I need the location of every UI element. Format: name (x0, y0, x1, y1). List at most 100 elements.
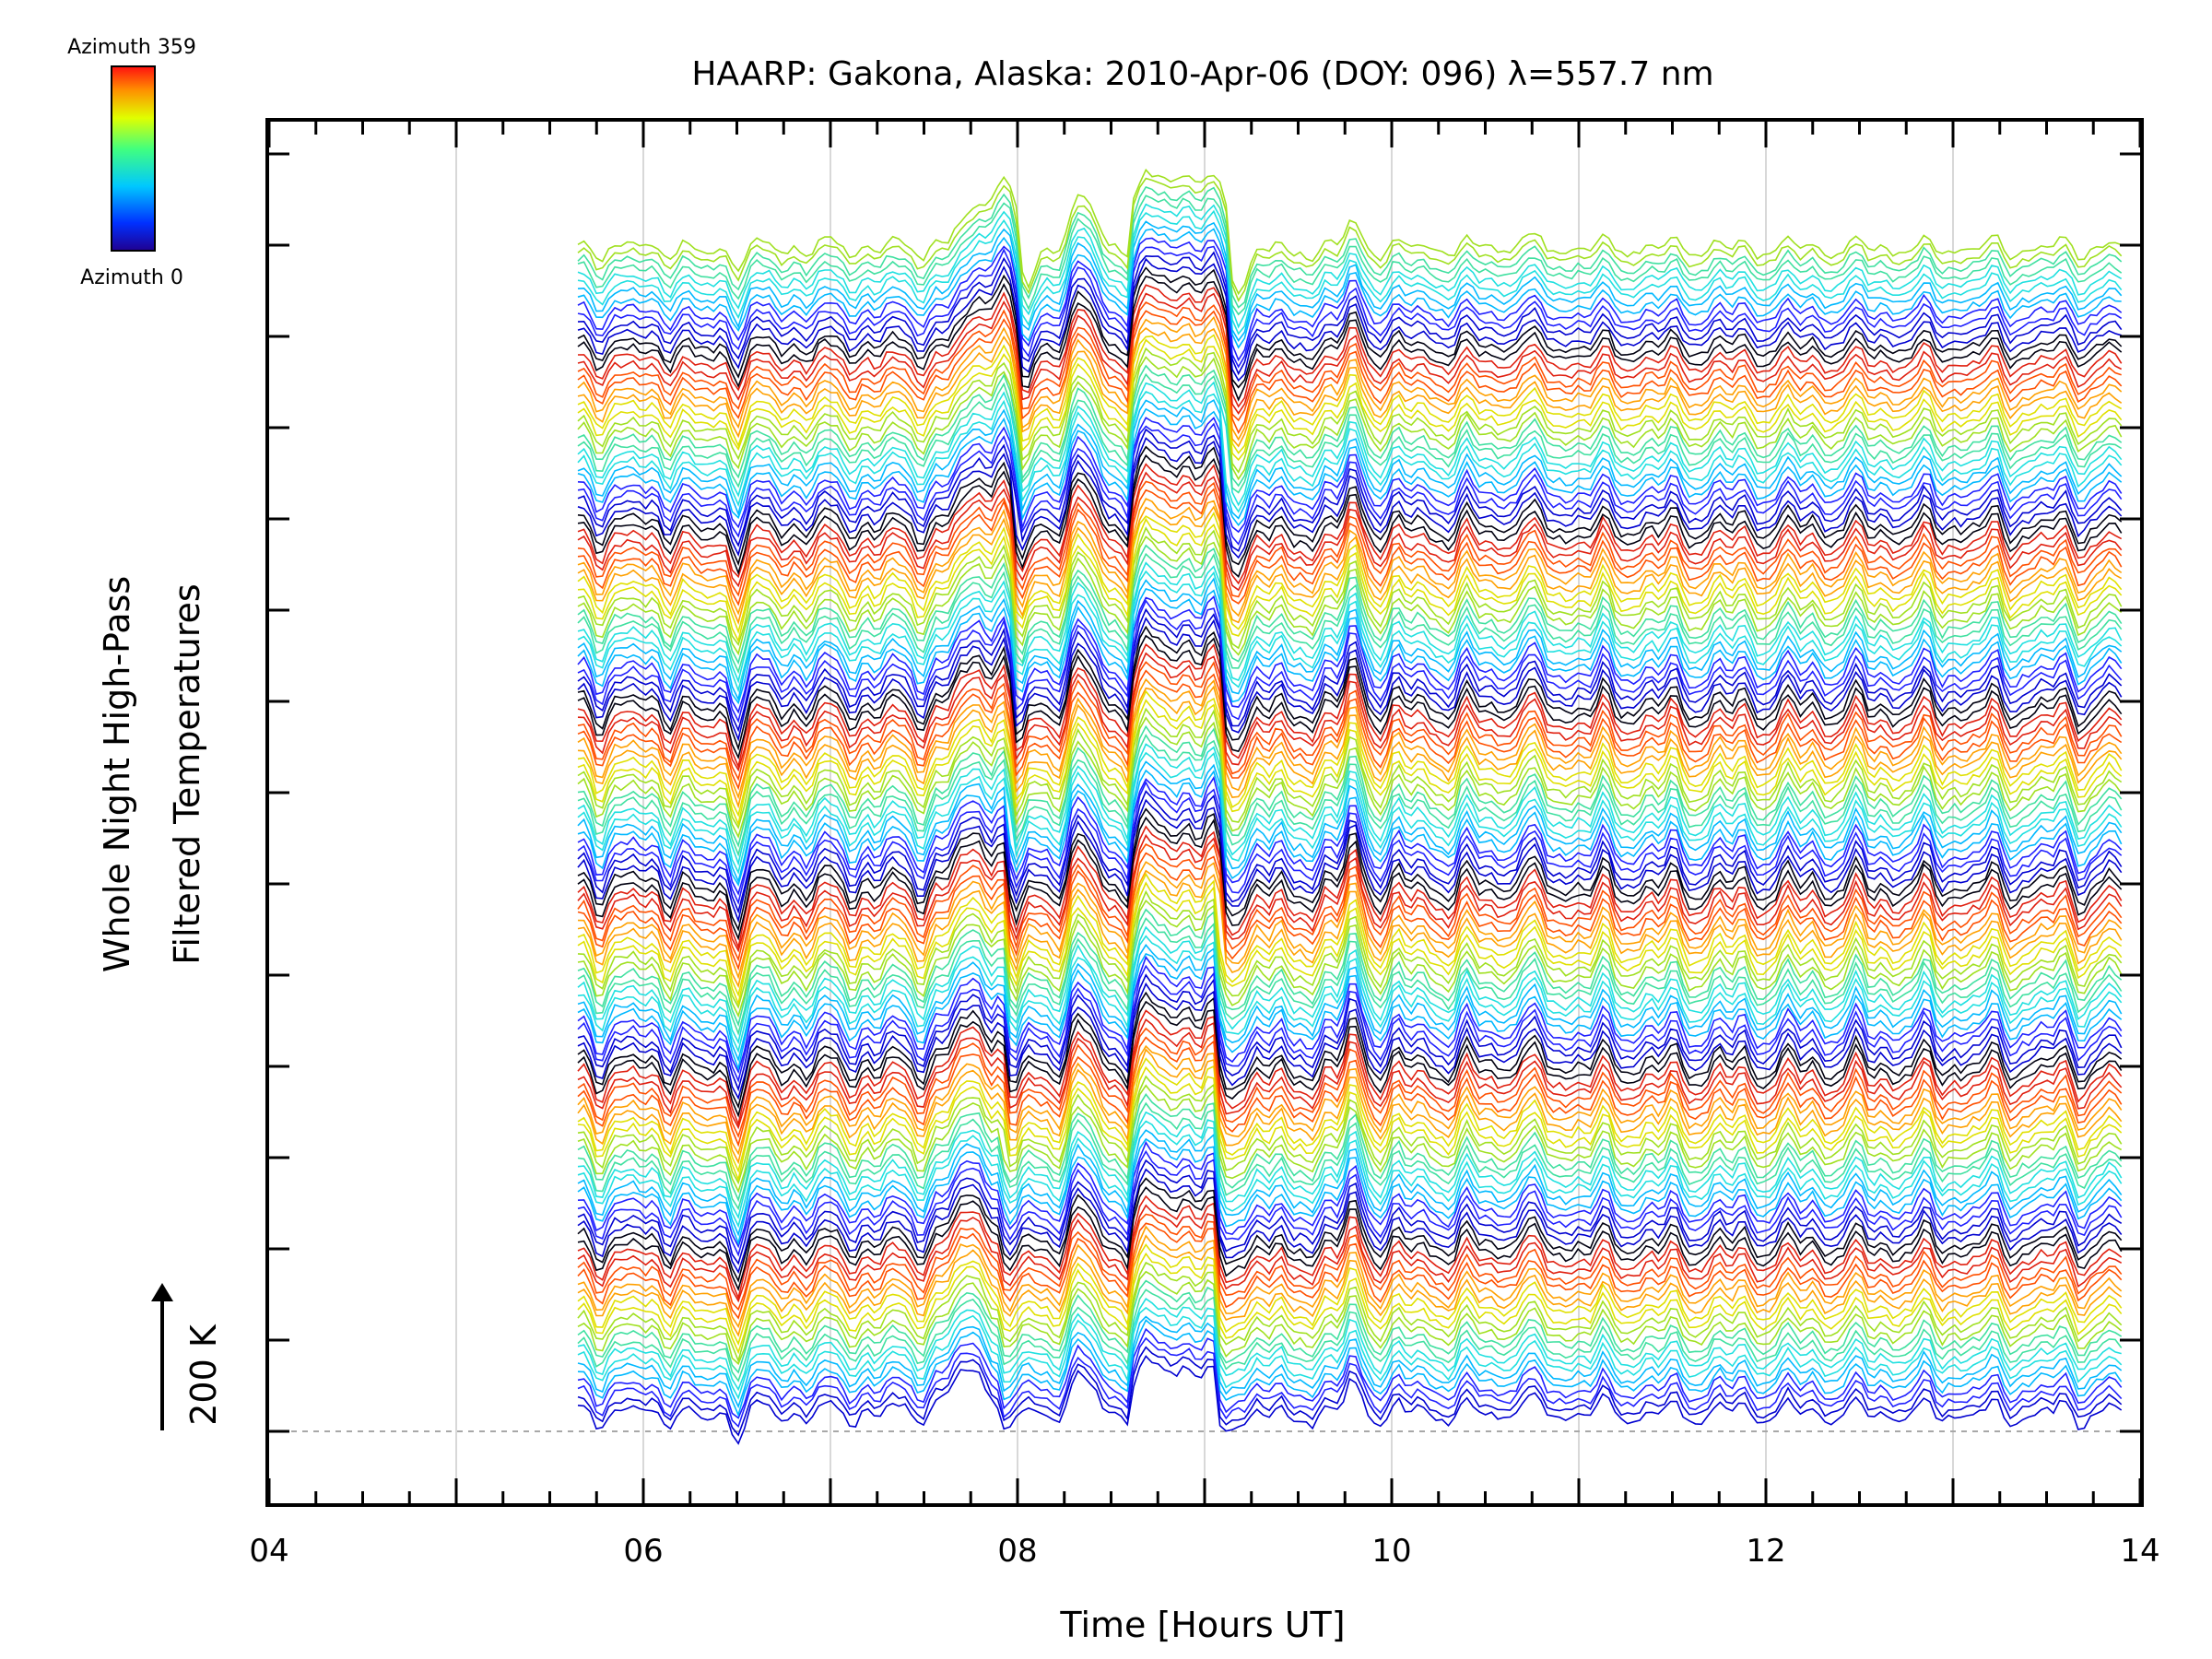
series-line (577, 209, 2123, 335)
series-line (577, 1288, 2123, 1382)
series-line (577, 1346, 2123, 1437)
y-axis-label-line1: Whole Night High-Pass (97, 576, 137, 972)
series-line (577, 1186, 2123, 1292)
series-line (577, 245, 2123, 369)
series-line (577, 1137, 2123, 1246)
series-line (577, 220, 2123, 342)
series-line (577, 1336, 2123, 1429)
series-line (577, 707, 2123, 830)
series-line (577, 535, 2123, 656)
series-line (577, 685, 2123, 809)
series-line (577, 407, 2123, 527)
series-line (577, 1111, 2123, 1219)
plot-frame (265, 118, 2144, 1507)
series-line (577, 284, 2123, 408)
series-line (577, 1036, 2123, 1147)
series-line (577, 577, 2123, 702)
chart-title: HAARP: Gakona, Alaska: 2010-Apr-06 (DOY:… (691, 55, 1713, 93)
series-line (577, 1234, 2123, 1337)
series-line (577, 1018, 2123, 1130)
series-line (577, 437, 2123, 559)
series-line (577, 471, 2123, 592)
series-line (577, 1101, 2123, 1211)
series-line (577, 1319, 2123, 1418)
series-line (577, 517, 2123, 643)
series-line (577, 228, 2122, 349)
series-line (577, 798, 2123, 924)
series-line (577, 833, 2123, 953)
series-line (577, 661, 2123, 782)
series-line (577, 498, 2123, 618)
series-line (577, 869, 2123, 989)
x-axis-label: Time [Hours UT] (1059, 1605, 1345, 1645)
series-line (577, 1252, 2123, 1355)
series-line (577, 734, 2123, 857)
series-line (577, 699, 2123, 827)
stacked-series (577, 168, 2123, 1445)
series-line (577, 381, 2123, 507)
x-tick-label: 10 (1371, 1533, 1411, 1570)
x-tick-label: 12 (1746, 1533, 1785, 1570)
series-line (577, 634, 2123, 760)
series-line (577, 1168, 2123, 1275)
series-line (577, 275, 2123, 402)
series-line (577, 599, 2123, 724)
series-line (577, 790, 2123, 914)
series-line (577, 338, 2123, 462)
series-line (577, 908, 2123, 1028)
series-line (577, 1027, 2123, 1138)
series-line (577, 872, 2123, 997)
series-line (577, 607, 2123, 733)
series-line (577, 889, 2123, 1009)
series-line (577, 760, 2123, 884)
series-line (577, 1204, 2123, 1303)
series-line (577, 177, 2123, 302)
series-line (577, 480, 2123, 598)
series-line (577, 1279, 2123, 1374)
series-line (577, 1225, 2123, 1329)
series-line (577, 669, 2123, 791)
x-axis-ticks (267, 122, 2142, 1504)
series-line (577, 505, 2123, 625)
series-line (577, 1065, 2123, 1182)
colorbar-top-label: Azimuth 359 (67, 36, 196, 59)
y-axis-ticks (269, 152, 2140, 1433)
x-tick-label: 14 (2120, 1533, 2159, 1570)
series-line (577, 1222, 2123, 1320)
series-line (577, 526, 2123, 650)
scale-arrow-head (151, 1283, 173, 1301)
series-line (577, 1140, 2123, 1249)
series-line (577, 488, 2123, 606)
series-line (577, 751, 2123, 875)
series-line (577, 310, 2123, 435)
series-line (577, 816, 2123, 941)
series-line (577, 842, 2123, 962)
series-line (577, 775, 2123, 896)
series-line (577, 428, 2123, 552)
series-line (577, 973, 2123, 1092)
series-line (577, 300, 2122, 422)
series-line (577, 625, 2123, 751)
series-line (577, 561, 2123, 684)
series-line (577, 724, 2123, 848)
series-line (577, 1177, 2123, 1283)
series-line (577, 1270, 2123, 1366)
series-line (577, 237, 2123, 362)
series-line (577, 652, 2123, 772)
series-line (577, 925, 2123, 1045)
series-line (577, 643, 2123, 770)
series-line (577, 617, 2123, 742)
series-line (577, 203, 2123, 329)
series-line (577, 315, 2123, 441)
series-line (577, 292, 2123, 415)
y-axis-label-line2: Filtered Temperatures (167, 583, 207, 964)
series-line (577, 1315, 2123, 1409)
series-line (577, 861, 2123, 980)
series-line (577, 716, 2123, 839)
series-line (577, 1159, 2123, 1265)
series-line (577, 1044, 2123, 1156)
scale-bar-label: 200 K (183, 1324, 224, 1426)
series-line (577, 453, 2123, 578)
series-line (577, 881, 2123, 1006)
